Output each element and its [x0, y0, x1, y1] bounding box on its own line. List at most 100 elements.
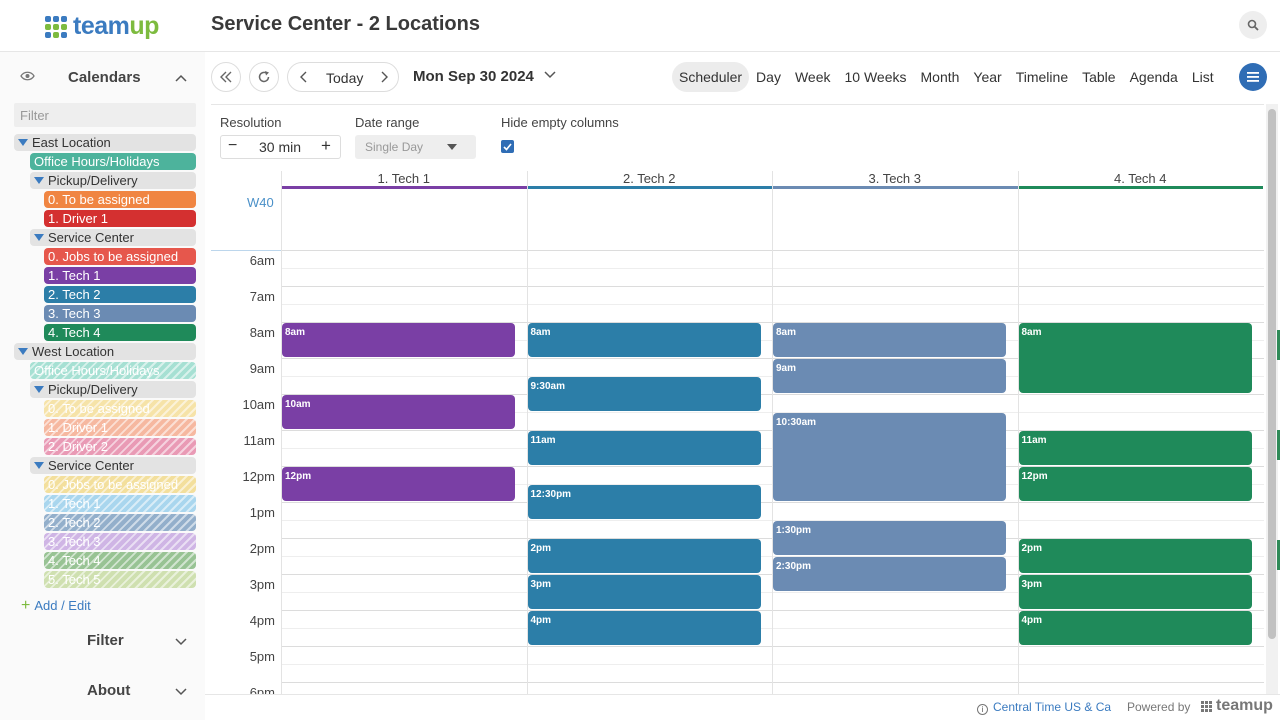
refresh-button[interactable]: [249, 62, 279, 92]
search-button[interactable]: [1239, 11, 1267, 39]
hour-label: 6pm: [249, 685, 275, 694]
view-tab-month[interactable]: Month: [920, 69, 960, 85]
event-block[interactable]: 1:30pm: [773, 521, 1006, 555]
chevron-up-icon[interactable]: [175, 72, 187, 84]
calendar-item-1-tech-1[interactable]: 1. Tech 1: [44, 267, 196, 284]
event-block[interactable]: 8am: [1018, 323, 1252, 393]
calendar-item-2-tech-2[interactable]: 2. Tech 2: [44, 514, 196, 531]
calendar-item-0-jobs-to-be-assigned[interactable]: 0. Jobs to be assigned: [44, 248, 196, 265]
event-block[interactable]: 11am: [527, 431, 761, 465]
view-tab-agenda[interactable]: Agenda: [1129, 69, 1178, 85]
scrollbar-thumb[interactable]: [1268, 109, 1276, 639]
today-button[interactable]: Today: [326, 70, 364, 86]
view-tab-scheduler[interactable]: Scheduler: [672, 62, 750, 92]
event-block[interactable]: 9am: [773, 359, 1006, 393]
calendar-group-service-center[interactable]: Service Center: [30, 457, 196, 474]
event-block[interactable]: 4pm: [1018, 611, 1252, 645]
event-block[interactable]: 12:30pm: [527, 485, 761, 519]
calendar-item-3-tech-3[interactable]: 3. Tech 3: [44, 305, 196, 322]
toolbar: Today Mon Sep 30 2024 Scheduler Day Week 10…: [211, 60, 1271, 96]
hour-label: 7am: [249, 289, 275, 304]
date-range-select[interactable]: Single Day: [355, 135, 476, 159]
expand-triangle-icon[interactable]: [34, 462, 44, 469]
view-tab-week[interactable]: Week: [794, 69, 831, 85]
expand-triangle-icon[interactable]: [18, 139, 28, 146]
event-time: 10:30am: [776, 417, 817, 428]
event-time: 2pm: [530, 543, 552, 554]
calendar-item-5-tech-5[interactable]: 5. Tech 5: [44, 571, 196, 588]
column-header-4-tech-4[interactable]: 4. Tech 4: [1017, 171, 1263, 189]
increase-resolution-button[interactable]: +: [321, 136, 331, 155]
column-header-1-tech-1[interactable]: 1. Tech 1: [281, 171, 527, 189]
calendar-group-pickup-delivery[interactable]: Pickup/Delivery: [30, 381, 196, 398]
calendar-item-1-tech-1[interactable]: 1. Tech 1: [44, 495, 196, 512]
calendar-item-1-driver-1[interactable]: 1. Driver 1: [44, 210, 196, 227]
calendar-filter-input[interactable]: [14, 103, 196, 127]
expand-triangle-icon[interactable]: [34, 234, 44, 241]
calendars-header[interactable]: Calendars: [0, 66, 205, 90]
calendar-item-0-to-be-assigned[interactable]: 0. To be assigned: [44, 191, 196, 208]
calendar-group-east-location[interactable]: East Location: [14, 134, 196, 151]
event-block[interactable]: 9:30am: [527, 377, 761, 411]
event-time: 12:30pm: [530, 489, 572, 500]
column-header-3-tech-3[interactable]: 3. Tech 3: [772, 171, 1018, 189]
collapse-sidebar-button[interactable]: [211, 62, 241, 92]
calendar-item-2-tech-2[interactable]: 2. Tech 2: [44, 286, 196, 303]
expand-triangle-icon[interactable]: [34, 177, 44, 184]
expand-triangle-icon[interactable]: [34, 386, 44, 393]
calendar-group-pickup-delivery[interactable]: Pickup/Delivery: [30, 172, 196, 189]
hide-empty-columns-checkbox[interactable]: [501, 140, 514, 153]
app-header: teamup Service Center - 2 Locations: [0, 0, 1280, 52]
prev-arrow-icon[interactable]: [298, 71, 310, 83]
calendar-item-1-driver-1[interactable]: 1. Driver 1: [44, 419, 196, 436]
eye-icon[interactable]: [20, 71, 35, 81]
teamup-logo[interactable]: teamup: [45, 12, 159, 41]
scheduler-scrollbar[interactable]: [1266, 104, 1278, 694]
event-block[interactable]: 2pm: [527, 539, 761, 573]
event-block[interactable]: 8am: [282, 323, 515, 357]
view-tab-timeline[interactable]: Timeline: [1015, 69, 1069, 85]
view-tab-day[interactable]: Day: [756, 69, 781, 85]
calendars-title: Calendars: [68, 69, 141, 86]
calendar-item-office-hours-holidays[interactable]: Office Hours/Holidays: [30, 153, 196, 170]
calendar-item-0-jobs-to-be-assigned[interactable]: 0. Jobs to be assigned: [44, 476, 196, 493]
event-block[interactable]: 12pm: [282, 467, 515, 501]
event-block[interactable]: 2:30pm: [773, 557, 1006, 591]
calendar-item-2-driver-2[interactable]: 2. Driver 2: [44, 438, 196, 455]
filter-section-header[interactable]: Filter: [0, 629, 205, 653]
calendar-group-west-location[interactable]: West Location: [14, 343, 196, 360]
calendar-label: Service Center: [48, 230, 134, 245]
event-block[interactable]: 8am: [773, 323, 1006, 357]
calendar-item-0-to-be-assigned[interactable]: 0. To be assigned: [44, 400, 196, 417]
calendar-item-office-hours-holidays[interactable]: Office Hours/Holidays: [30, 362, 196, 379]
event-block[interactable]: 8am: [527, 323, 761, 357]
event-block[interactable]: 3pm: [1018, 575, 1252, 609]
event-time: 11am: [530, 435, 556, 446]
event-block[interactable]: 12pm: [1018, 467, 1252, 501]
event-block[interactable]: 3pm: [527, 575, 761, 609]
calendar-label: 1. Tech 1: [48, 268, 101, 283]
calendar-item-3-tech-3[interactable]: 3. Tech 3: [44, 533, 196, 550]
next-arrow-icon[interactable]: [378, 71, 390, 83]
about-section-header[interactable]: About: [0, 679, 205, 703]
event-block[interactable]: 2pm: [1018, 539, 1252, 573]
view-tab-year[interactable]: Year: [973, 69, 1002, 85]
view-tab-10-weeks[interactable]: 10 Weeks: [844, 69, 907, 85]
calendar-group-service-center[interactable]: Service Center: [30, 229, 196, 246]
event-block[interactable]: 4pm: [527, 611, 761, 645]
event-block[interactable]: 10am: [282, 395, 515, 429]
event-block[interactable]: 11am: [1018, 431, 1252, 465]
view-tab-list[interactable]: List: [1191, 69, 1214, 85]
column-header-2-tech-2[interactable]: 2. Tech 2: [526, 171, 772, 189]
event-block[interactable]: 10:30am: [773, 413, 1006, 501]
decrease-resolution-button[interactable]: −: [228, 137, 238, 154]
calendar-item-4-tech-4[interactable]: 4. Tech 4: [44, 324, 196, 341]
teamup-footer-logo[interactable]: teamup: [1201, 697, 1273, 715]
main-menu-button[interactable]: [1239, 63, 1267, 91]
calendar-item-4-tech-4[interactable]: 4. Tech 4: [44, 552, 196, 569]
view-tab-table[interactable]: Table: [1082, 69, 1116, 85]
timezone-link[interactable]: i Central Time US & Ca: [977, 700, 1111, 715]
expand-triangle-icon[interactable]: [18, 348, 28, 355]
current-date-picker[interactable]: Mon Sep 30 2024: [413, 68, 556, 85]
add-edit-link[interactable]: + Add / Edit: [21, 597, 91, 615]
